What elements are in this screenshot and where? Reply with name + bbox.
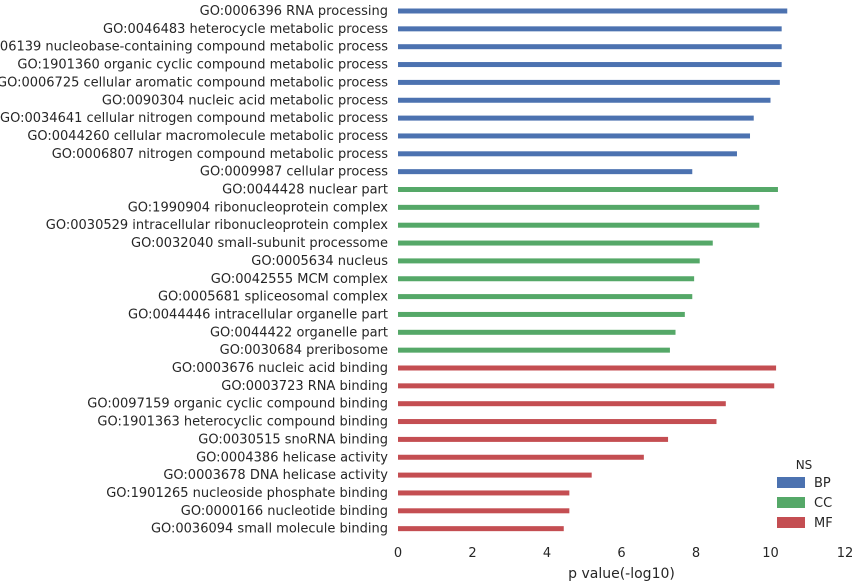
category-label: GO:0006396 RNA processing (200, 4, 388, 19)
category-label: GO:0005634 nucleus (251, 254, 388, 269)
category-label: GO:0006725 cellular aromatic compound me… (0, 75, 388, 90)
category-label: GO:0032040 small-subunit processome (131, 236, 388, 251)
bar-mf (398, 401, 726, 407)
x-tick-label: 6 (617, 546, 625, 561)
bar-bp (398, 79, 780, 85)
x-axis-ticks: 0 2 4 6 8 10 12 (394, 546, 853, 561)
x-tick-label: 2 (468, 546, 476, 561)
category-label: GO:1901360 organic cyclic compound metab… (17, 58, 388, 73)
bar-cc (398, 329, 676, 335)
bar-cc (398, 222, 760, 228)
bar-mf (398, 436, 669, 442)
x-tick-label: 12 (837, 546, 854, 561)
x-tick-label: 4 (543, 546, 551, 561)
bar-cc (398, 258, 700, 264)
bar-bp (398, 151, 737, 157)
bar-cc (398, 347, 670, 353)
bar-cc (398, 294, 693, 300)
bar-mf (398, 508, 570, 514)
bar-mf (398, 526, 564, 532)
category-label: GO:0036094 small molecule binding (151, 522, 388, 537)
legend: NS BP CC MF (777, 458, 833, 531)
bar-mf (398, 490, 570, 496)
bar-bp (398, 44, 782, 50)
category-label: GO:0044446 intracellular organelle part (128, 307, 388, 322)
legend-label-cc: CC (814, 496, 832, 511)
bar-cc (398, 311, 685, 317)
category-label: GO:0034641 cellular nitrogen compound me… (0, 111, 388, 126)
category-labels: GO:0006396 RNA processing GO:0046483 hete… (0, 4, 388, 537)
category-label: GO:1901265 nucleoside phosphate binding (106, 486, 388, 501)
bar-mf (398, 383, 775, 389)
legend-swatch-cc (777, 497, 805, 508)
category-label: GO:1901363 heterocyclic compound binding (97, 415, 388, 430)
x-tick-label: 8 (692, 546, 700, 561)
category-label: GO:0009987 cellular process (200, 165, 388, 180)
x-tick-label: 0 (394, 546, 402, 561)
bar-bp (398, 8, 788, 14)
category-label: GO:0044260 cellular macromolecule metabo… (27, 129, 388, 144)
category-label: GO:0006139 nucleobase-containing compoun… (0, 40, 388, 55)
bar-bp (398, 133, 751, 139)
legend-label-mf: MF (814, 516, 833, 531)
bar-mf (398, 454, 644, 460)
bar-mf (398, 365, 777, 371)
category-label: GO:0003678 DNA helicase activity (163, 468, 388, 483)
category-label: GO:0003723 RNA binding (221, 379, 388, 394)
category-label: GO:0030684 preribosome (220, 343, 388, 358)
legend-swatch-mf (777, 517, 805, 528)
x-axis-title: p value(-log10) (568, 566, 675, 582)
bar-cc (398, 276, 695, 282)
category-label: GO:0005681 spliceosomal complex (158, 290, 388, 305)
category-label: GO:0044428 nuclear part (222, 183, 388, 198)
bar-cc (398, 187, 778, 192)
category-label: GO:0003676 nucleic acid binding (172, 361, 388, 376)
legend-label-bp: BP (814, 476, 831, 491)
category-label: GO:0030515 snoRNA binding (198, 432, 388, 447)
bar-bp (398, 115, 754, 121)
bars-group (398, 8, 788, 532)
category-label: GO:0000166 nucleotide binding (181, 504, 388, 519)
category-label: GO:0004386 helicase activity (196, 450, 388, 465)
bar-cc (398, 240, 713, 246)
bar-bp (398, 169, 693, 175)
bar-mf (398, 472, 592, 478)
bar-bp (398, 97, 771, 103)
bar-bp (398, 62, 782, 68)
bar-bp (398, 26, 782, 32)
bar-mf (398, 419, 717, 425)
category-label: GO:0097159 organic cyclic compound bindi… (87, 397, 388, 412)
category-label: GO:0030529 intracellular ribonucleoprote… (46, 218, 389, 233)
x-tick-label: 10 (762, 546, 779, 561)
legend-swatch-bp (777, 477, 805, 488)
bar-cc (398, 204, 760, 210)
legend-title: NS (796, 458, 813, 472)
category-label: GO:0042555 MCM complex (211, 272, 389, 287)
category-label: GO:0044422 organelle part (210, 325, 388, 340)
category-label: GO:0090304 nucleic acid metabolic proces… (102, 93, 388, 108)
category-label: GO:1990904 ribonucleoprotein complex (128, 200, 389, 215)
category-label: GO:0006807 nitrogen compound metabolic p… (52, 147, 389, 162)
category-label: GO:0046483 heterocycle metabolic process (103, 22, 388, 37)
